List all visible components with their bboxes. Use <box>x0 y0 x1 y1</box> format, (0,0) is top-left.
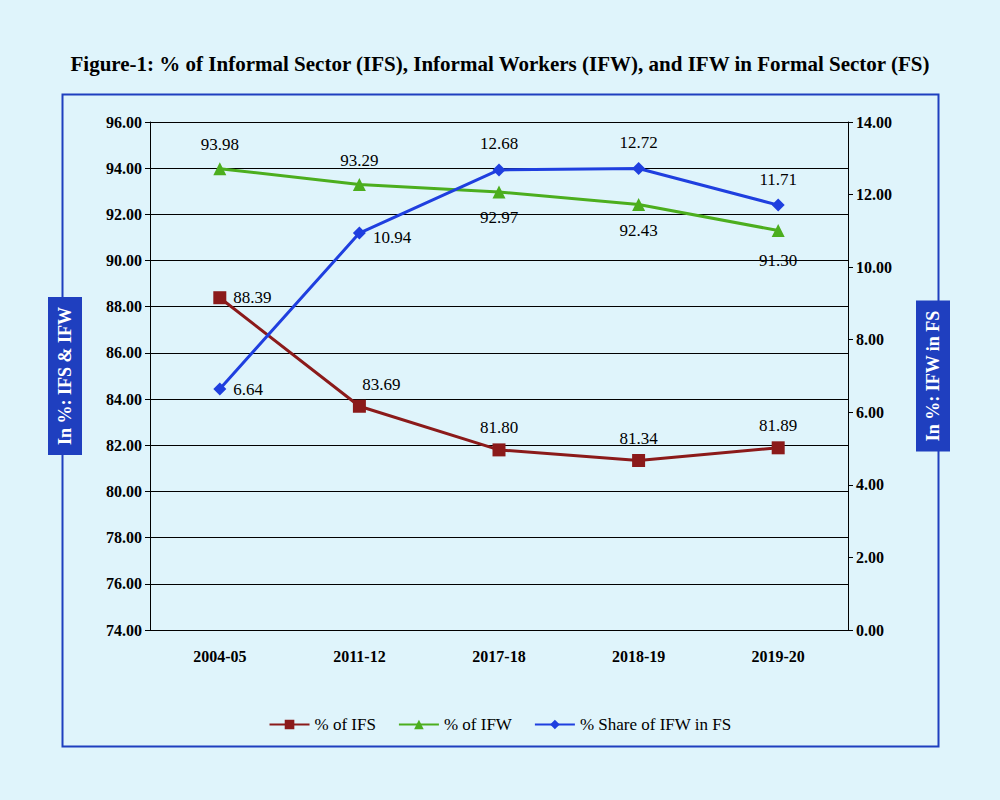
svg-text:86.00: 86.00 <box>106 344 142 361</box>
svg-text:74.00: 74.00 <box>106 622 142 639</box>
svg-text:2018-19: 2018-19 <box>612 648 665 665</box>
svg-text:11.71: 11.71 <box>759 170 797 189</box>
svg-text:81.89: 81.89 <box>759 416 797 435</box>
svg-text:81.80: 81.80 <box>480 418 518 437</box>
svg-text:2019-20: 2019-20 <box>752 648 805 665</box>
svg-text:In %: IFW in FS: In %: IFW in FS <box>923 311 943 442</box>
svg-text:6.00: 6.00 <box>856 404 884 421</box>
svg-text:80.00: 80.00 <box>106 483 142 500</box>
svg-text:92.97: 92.97 <box>480 208 519 227</box>
svg-text:88.39: 88.39 <box>233 288 271 307</box>
svg-text:94.00: 94.00 <box>106 160 142 177</box>
svg-text:81.34: 81.34 <box>619 429 658 448</box>
svg-text:76.00: 76.00 <box>106 575 142 592</box>
svg-text:2.00: 2.00 <box>856 549 884 566</box>
svg-text:96.00: 96.00 <box>106 114 142 131</box>
svg-text:6.64: 6.64 <box>233 380 263 399</box>
svg-text:14.00: 14.00 <box>856 114 892 131</box>
svg-text:% Share of IFW in FS: % Share of IFW in FS <box>580 715 731 734</box>
svg-text:91.30: 91.30 <box>759 251 797 270</box>
svg-text:Figure-1: % of Informal Sector: Figure-1: % of Informal Sector (IFS), In… <box>71 52 930 76</box>
svg-text:92.00: 92.00 <box>106 206 142 223</box>
svg-text:90.00: 90.00 <box>106 252 142 269</box>
svg-text:0.00: 0.00 <box>856 622 884 639</box>
svg-text:12.68: 12.68 <box>480 134 518 153</box>
svg-text:2011-12: 2011-12 <box>333 648 385 665</box>
svg-text:In %: IFS & IFW: In %: IFS & IFW <box>55 307 75 445</box>
svg-text:82.00: 82.00 <box>106 437 142 454</box>
svg-text:% of IFW: % of IFW <box>444 715 513 734</box>
svg-text:8.00: 8.00 <box>856 331 884 348</box>
svg-text:93.98: 93.98 <box>201 135 239 154</box>
svg-text:2017-18: 2017-18 <box>472 648 525 665</box>
svg-text:12.00: 12.00 <box>856 186 892 203</box>
svg-text:% of IFS: % of IFS <box>315 715 376 734</box>
svg-text:12.72: 12.72 <box>619 133 657 152</box>
svg-text:10.94: 10.94 <box>373 228 412 247</box>
svg-text:88.00: 88.00 <box>106 298 142 315</box>
svg-text:83.69: 83.69 <box>362 375 400 394</box>
svg-text:84.00: 84.00 <box>106 391 142 408</box>
svg-text:92.43: 92.43 <box>619 221 657 240</box>
svg-text:93.29: 93.29 <box>340 151 378 170</box>
svg-text:78.00: 78.00 <box>106 529 142 546</box>
svg-text:4.00: 4.00 <box>856 476 884 493</box>
svg-text:10.00: 10.00 <box>856 259 892 276</box>
svg-text:2004-05: 2004-05 <box>193 648 246 665</box>
